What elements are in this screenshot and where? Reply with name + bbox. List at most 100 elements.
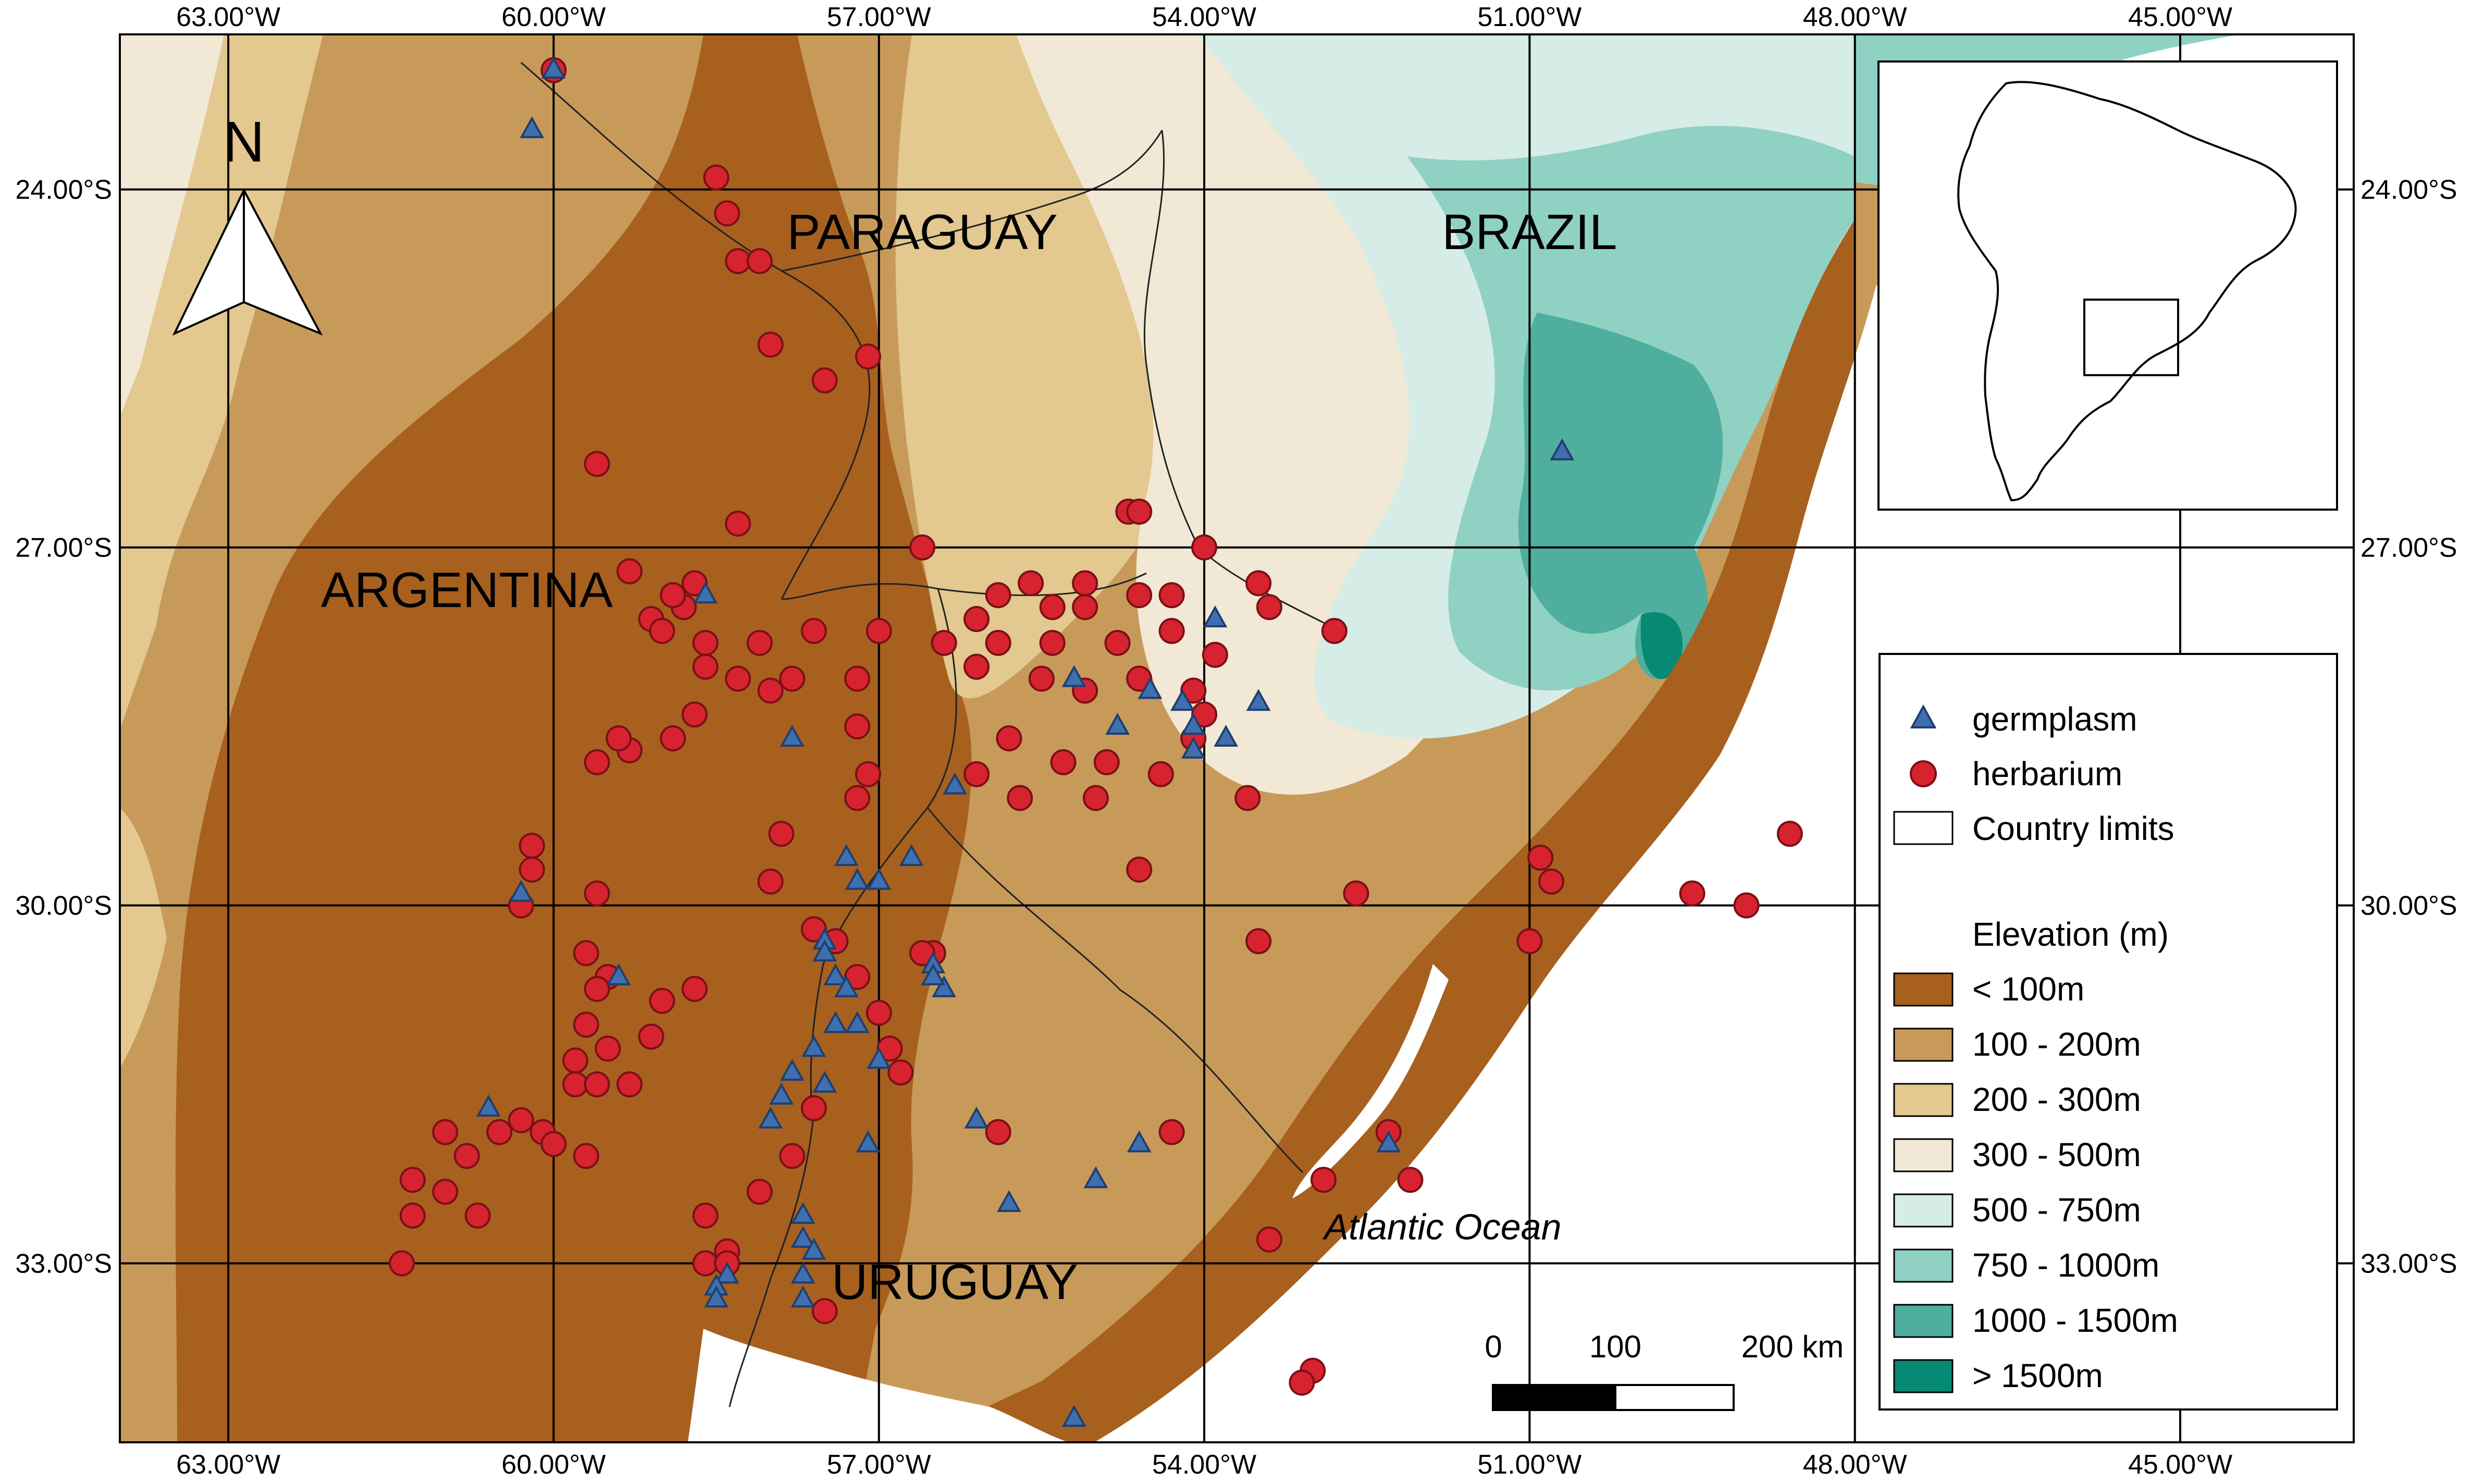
- germplasm-point: [1181, 712, 1206, 735]
- herbarium-point: [518, 856, 545, 883]
- country-borders: [521, 61, 1329, 1407]
- herbarium-point: [1072, 570, 1098, 597]
- lon-label-top: 54.00°W: [1152, 2, 1256, 32]
- herbarium-point: [540, 1131, 567, 1157]
- germplasm-point: [790, 1262, 815, 1284]
- germplasm-point: [1214, 724, 1239, 747]
- germplasm-point: [1061, 665, 1086, 687]
- legend-elevation-label: < 100m: [1972, 970, 2084, 1008]
- herbarium-point: [1072, 594, 1098, 621]
- herbarium-point: [1679, 880, 1705, 907]
- herbarium-point: [399, 1167, 426, 1193]
- herbarium-point: [1527, 844, 1554, 871]
- herbarium-point: [1733, 892, 1760, 919]
- legend-elevation-label: 200 - 300m: [1972, 1081, 2141, 1118]
- herbarium-point: [1538, 868, 1565, 895]
- herbarium-point: [605, 725, 632, 751]
- herbarium-point: [757, 677, 784, 704]
- herbarium-point: [1256, 594, 1282, 621]
- herbarium-point: [909, 534, 935, 561]
- herbarium-point: [584, 1071, 610, 1098]
- germplasm-point: [867, 868, 892, 890]
- germplasm-point: [758, 1106, 783, 1129]
- herbarium-point: [1180, 677, 1207, 704]
- herbarium-point: [692, 1202, 719, 1229]
- germplasm-layer: [476, 56, 1575, 1427]
- elevation-band-lt100: [175, 34, 972, 1442]
- elevation-band-200-300-sw: [120, 808, 167, 1068]
- germplasm-point: [823, 1011, 848, 1033]
- lon-label-bottom: 63.00°W: [176, 1450, 280, 1480]
- north-arrow-label: N: [223, 110, 264, 174]
- legend-elevation-swatch: [1893, 1304, 1954, 1338]
- herbarium-point: [985, 629, 1011, 656]
- legend-elevation-label: 750 - 1000m: [1972, 1246, 2159, 1284]
- legend-elevation-swatch: [1893, 1193, 1954, 1228]
- germplasm-point: [812, 939, 837, 962]
- legend-elevation-classes: < 100m 100 - 200m 200 - 300m 300 - 500m 500 …: [1893, 970, 2178, 1394]
- germplasm-point: [1203, 605, 1228, 628]
- germplasm-point: [715, 1262, 739, 1284]
- legend-elevation-swatch: [1893, 972, 1954, 1007]
- herbarium-point: [1191, 701, 1218, 728]
- herbarium-point: [399, 1202, 426, 1229]
- herbarium-point: [725, 510, 751, 537]
- lat-label-left: 33.00°S: [15, 1249, 112, 1279]
- herbarium-point: [1191, 534, 1218, 561]
- lat-label-left: 24.00°S: [15, 175, 112, 205]
- herbarium-point: [562, 1071, 589, 1098]
- legend-elevation-label: > 1500m: [1972, 1357, 2103, 1394]
- herbarium-point: [963, 761, 990, 787]
- herbarium-point: [746, 629, 773, 656]
- germplasm-point: [509, 880, 534, 902]
- herbarium-point: [616, 1071, 643, 1098]
- germplasm-point: [801, 1035, 826, 1057]
- legend-elevation-swatch: [1893, 1083, 1954, 1117]
- legend-elevation-label: 300 - 500m: [1972, 1136, 2141, 1173]
- ocean-label: Atlantic Ocean: [1322, 1207, 1561, 1247]
- south-america-outline: [1957, 81, 2297, 502]
- herbarium-point: [876, 1035, 903, 1062]
- lat-label-left: 30.00°S: [15, 891, 112, 921]
- legend-item-label: germplasm: [1972, 700, 2137, 738]
- herbarium-point: [432, 1119, 459, 1145]
- legend-elevation-swatch: [1893, 1138, 1954, 1172]
- lon-label-top: 45.00°W: [2128, 2, 2232, 32]
- herbarium-point: [1093, 749, 1120, 775]
- country-label-argentina: ARGENTINA: [321, 562, 613, 618]
- lat-label-right: 30.00°S: [2360, 891, 2457, 921]
- herbarium-point: [692, 629, 719, 656]
- herbarium-point: [887, 1059, 914, 1086]
- herbarium-layer: [389, 57, 1803, 1396]
- scale-bar-white: [1614, 1384, 1735, 1411]
- lon-label-top: 63.00°W: [176, 2, 280, 32]
- herbarium-point: [1147, 761, 1174, 787]
- germplasm-point: [801, 1238, 826, 1260]
- herbarium-point: [1039, 594, 1066, 621]
- herbarium-point: [768, 821, 795, 847]
- germplasm-point: [1550, 438, 1575, 461]
- herbarium-point: [518, 833, 545, 859]
- lon-label-bottom: 51.00°W: [1477, 1450, 1581, 1480]
- map-border: [119, 33, 2355, 1443]
- legend-elevation-label: 100 - 200m: [1972, 1025, 2141, 1063]
- legend-elevation-swatch: [1893, 1359, 1954, 1393]
- germplasm-point: [769, 1082, 794, 1105]
- germplasm-point: [1138, 677, 1163, 699]
- legend-elevation-label: 500 - 750m: [1972, 1191, 2141, 1229]
- herbarium-point: [692, 653, 719, 680]
- legend-elevation-label: 1000 - 1500m: [1972, 1302, 2178, 1339]
- herbarium-point: [800, 1095, 827, 1121]
- lat-label-right: 33.00°S: [2360, 1249, 2457, 1279]
- lat-label-right: 24.00°S: [2360, 175, 2457, 205]
- herbarium-point: [1050, 749, 1077, 775]
- herbarium-point: [681, 570, 708, 597]
- herbarium-point: [573, 1143, 599, 1169]
- germplasm-point: [541, 56, 566, 79]
- herbarium-point: [1256, 1226, 1282, 1253]
- herbarium-point: [660, 725, 686, 751]
- herbarium-point: [453, 1143, 480, 1169]
- herbarium-point: [1245, 928, 1272, 955]
- herbarium-point: [573, 1011, 599, 1038]
- legend-country-limits-icon: [1893, 811, 1954, 845]
